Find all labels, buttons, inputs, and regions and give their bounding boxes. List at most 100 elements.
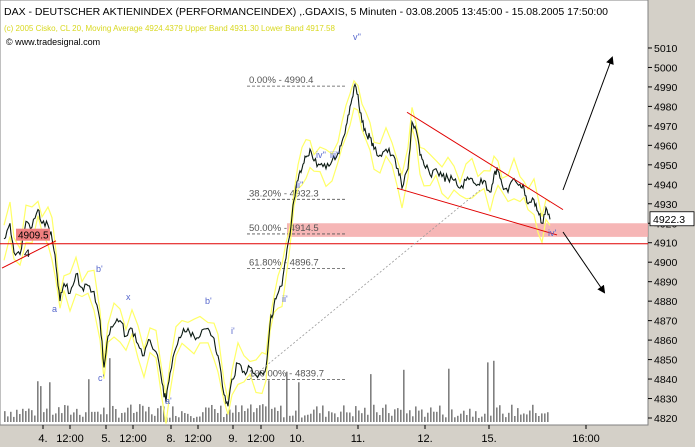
volume-bar xyxy=(502,413,504,422)
volume-bar xyxy=(490,415,492,422)
volume-bar xyxy=(295,410,297,422)
volume-bar xyxy=(436,411,438,422)
x-tick-label: 12:00 xyxy=(119,433,147,445)
volume-bar xyxy=(427,412,429,422)
volume-bar xyxy=(118,417,120,422)
x-tick-label: 12:00 xyxy=(247,433,275,445)
volume-bar xyxy=(412,416,414,422)
wave-label: iii'' xyxy=(330,150,340,160)
y-tick-label: 4830 xyxy=(654,394,678,406)
volume-bar xyxy=(49,382,51,422)
volume-bar xyxy=(82,416,84,422)
volume-bar xyxy=(280,405,282,422)
volume-bar xyxy=(43,412,45,422)
volume-bar xyxy=(217,412,219,422)
volume-bar xyxy=(148,406,150,422)
volume-bar xyxy=(253,412,255,422)
y-tick-label: 4990 xyxy=(654,82,678,94)
volume-bar xyxy=(244,411,246,422)
chart-title: DAX - DEUTSCHER AKTIENINDEX (PERFORMANCE… xyxy=(4,6,608,18)
fib-level-label: 38.20% - 4932.3 xyxy=(249,188,319,199)
volume-bar xyxy=(388,413,390,422)
volume-bar xyxy=(142,405,144,422)
volume-bar xyxy=(88,379,90,422)
volume-bar xyxy=(544,413,546,422)
level-label: 4909.5 xyxy=(18,231,49,242)
last-price-label: 4922.3 xyxy=(653,214,685,226)
volume-bar xyxy=(346,412,348,422)
volume-bar xyxy=(397,408,399,422)
volume-bar xyxy=(130,404,132,422)
volume-bar xyxy=(163,406,165,422)
volume-bar xyxy=(508,412,510,422)
volume-bar xyxy=(136,411,138,422)
volume-bar xyxy=(370,374,372,422)
volume-bar xyxy=(133,412,135,422)
y-tick-label: 4900 xyxy=(654,257,678,269)
volume-bar xyxy=(532,404,534,422)
volume-bar xyxy=(445,417,447,422)
x-tick-label: 8. xyxy=(166,433,175,445)
volume-bar xyxy=(28,408,30,422)
volume-bar xyxy=(154,415,156,422)
volume-bar xyxy=(514,415,516,422)
volume-bar xyxy=(196,416,198,422)
volume-bar xyxy=(343,405,345,422)
volume-bar xyxy=(199,416,201,422)
volume-bar xyxy=(391,415,393,422)
volume-bar xyxy=(535,413,537,422)
wave-label: iv' xyxy=(548,228,556,238)
volume-bar xyxy=(385,404,387,422)
support-zone xyxy=(287,223,648,237)
volume-bar xyxy=(451,409,453,422)
volume-bar xyxy=(493,360,495,422)
volume-bar xyxy=(124,412,126,422)
volume-bar xyxy=(442,414,444,422)
volume-bar xyxy=(403,369,405,422)
volume-bar xyxy=(358,410,360,422)
volume-bar xyxy=(376,412,378,422)
volume-bar xyxy=(238,412,240,422)
volume-bar xyxy=(70,414,72,422)
volume-bar xyxy=(19,414,21,422)
volume-bar xyxy=(373,404,375,422)
volume-bar xyxy=(307,414,309,422)
y-tick-label: 4890 xyxy=(654,277,678,289)
volume-bar xyxy=(457,415,459,422)
volume-bar xyxy=(382,407,384,422)
bullish-arrow xyxy=(562,56,614,191)
volume-bar xyxy=(355,406,357,422)
volume-bar xyxy=(463,410,465,422)
volume-bar xyxy=(541,413,543,422)
volume-bar xyxy=(61,413,63,422)
volume-bar xyxy=(94,411,96,422)
volume-bar xyxy=(313,409,315,422)
x-tick-label: 5. xyxy=(101,433,110,445)
volume-bar xyxy=(289,415,291,422)
volume-bar xyxy=(328,411,330,422)
volume-bar xyxy=(367,414,369,422)
volume-bar xyxy=(184,413,186,422)
diagonal-dotted xyxy=(249,189,481,380)
y-tick-label: 4910 xyxy=(654,238,678,250)
fib-level-label: 50.00% - 4914.5 xyxy=(249,223,319,234)
x-tick-label: 12. xyxy=(417,433,432,445)
x-tick-label: 12:00 xyxy=(184,433,212,445)
volume-bar xyxy=(193,417,195,422)
volume-bar xyxy=(394,409,396,422)
volume-bar xyxy=(205,407,207,422)
volume-bar xyxy=(418,410,420,422)
y-tick-label: 4860 xyxy=(654,335,678,347)
volume-bar xyxy=(319,413,321,422)
y-tick-label: 4840 xyxy=(654,374,678,386)
volume-bar xyxy=(460,413,462,422)
volume-bar xyxy=(340,411,342,422)
volume-bar xyxy=(190,416,192,422)
y-tick-label: 4970 xyxy=(654,121,678,133)
volume-bar xyxy=(484,413,486,422)
volume-bar xyxy=(547,412,549,422)
x-tick-label: 16:00 xyxy=(572,433,600,445)
volume-bar xyxy=(127,407,129,422)
volume-bar xyxy=(475,411,477,422)
fib-level-label: 100.00% - 4839.7 xyxy=(249,369,324,380)
